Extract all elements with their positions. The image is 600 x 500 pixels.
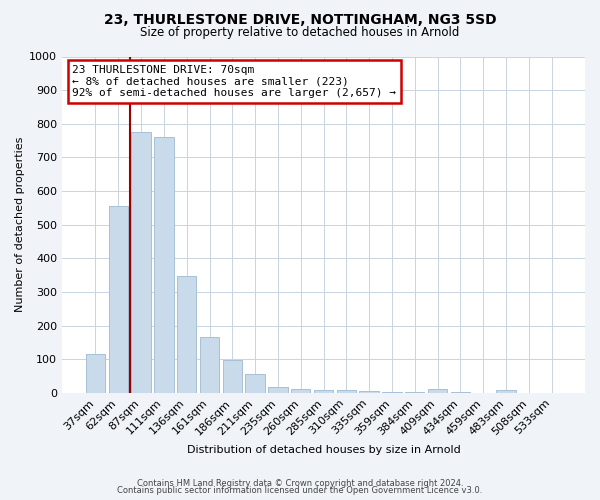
Bar — [382, 392, 401, 393]
Bar — [451, 392, 470, 393]
Bar — [131, 132, 151, 393]
Bar — [223, 360, 242, 393]
Bar — [405, 392, 424, 393]
Text: Size of property relative to detached houses in Arnold: Size of property relative to detached ho… — [140, 26, 460, 39]
Y-axis label: Number of detached properties: Number of detached properties — [15, 137, 25, 312]
Bar — [291, 389, 310, 393]
Text: 23, THURLESTONE DRIVE, NOTTINGHAM, NG3 5SD: 23, THURLESTONE DRIVE, NOTTINGHAM, NG3 5… — [104, 12, 496, 26]
Bar — [200, 338, 219, 393]
Bar — [154, 137, 173, 393]
Bar — [359, 391, 379, 393]
Bar — [245, 374, 265, 393]
Text: Contains HM Land Registry data © Crown copyright and database right 2024.: Contains HM Land Registry data © Crown c… — [137, 478, 463, 488]
Text: Contains public sector information licensed under the Open Government Licence v3: Contains public sector information licen… — [118, 486, 482, 495]
Bar — [428, 389, 447, 393]
Bar — [109, 206, 128, 393]
X-axis label: Distribution of detached houses by size in Arnold: Distribution of detached houses by size … — [187, 445, 460, 455]
Bar — [314, 390, 333, 393]
Text: 23 THURLESTONE DRIVE: 70sqm
← 8% of detached houses are smaller (223)
92% of sem: 23 THURLESTONE DRIVE: 70sqm ← 8% of deta… — [73, 65, 397, 98]
Bar — [86, 354, 105, 393]
Bar — [337, 390, 356, 393]
Bar — [496, 390, 515, 393]
Bar — [268, 387, 287, 393]
Bar — [177, 276, 196, 393]
